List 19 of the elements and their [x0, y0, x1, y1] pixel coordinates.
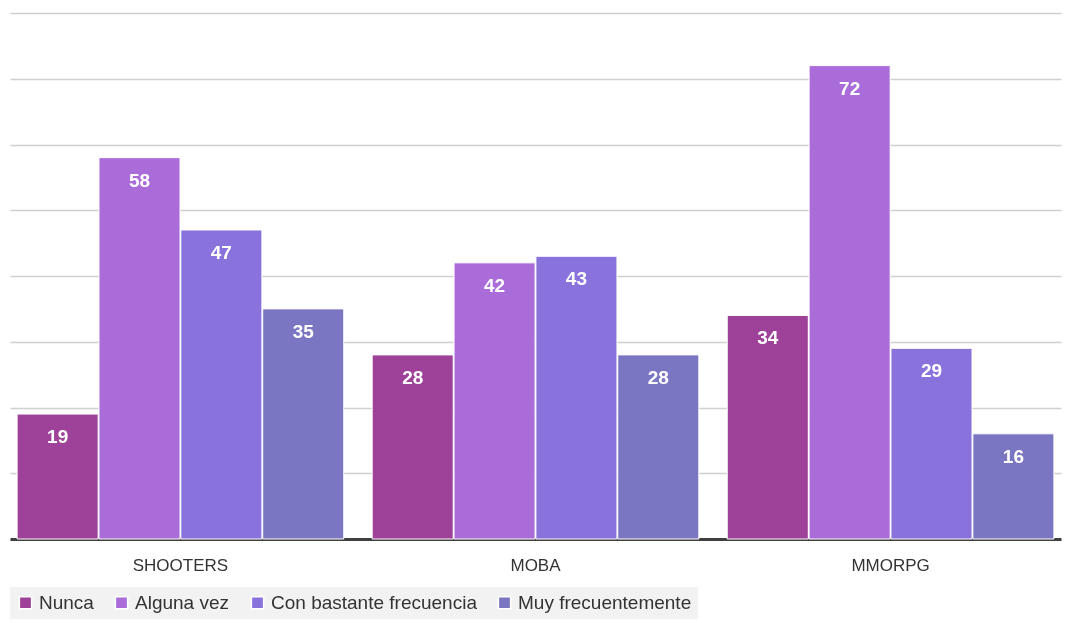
legend-label: Con bastante frecuencia [271, 591, 478, 613]
data-label: 47 [210, 241, 232, 263]
legend-label: Muy frecuentemente [518, 591, 692, 613]
x-tick-label: MOBA [510, 555, 562, 575]
x-tick-label: SHOOTERS [132, 555, 229, 575]
data-label: 35 [292, 320, 315, 342]
data-label: 42 [483, 274, 506, 296]
data-label: 28 [402, 366, 424, 388]
data-label: 34 [757, 327, 779, 349]
data-label: 19 [47, 426, 69, 448]
data-label: 43 [565, 268, 588, 290]
data-label: 28 [647, 366, 669, 388]
x-tick-label: MMORPG [851, 555, 930, 575]
data-label: 29 [920, 360, 943, 382]
legend-label: Nunca [39, 591, 95, 613]
data-label: 72 [839, 77, 861, 99]
legend-label: Alguna vez [135, 591, 230, 613]
data-label: 58 [128, 169, 151, 191]
data-label: 16 [1002, 445, 1024, 467]
